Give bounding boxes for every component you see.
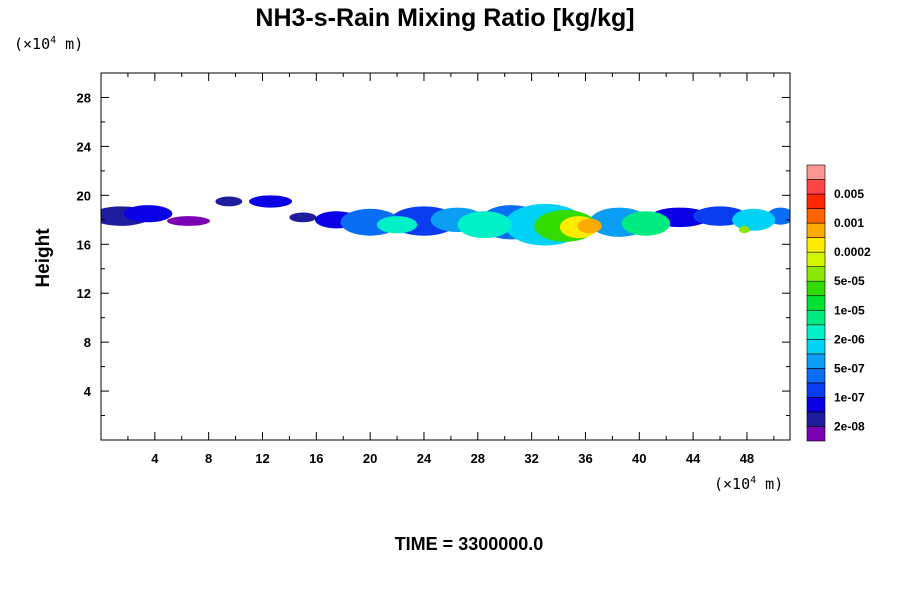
chart-title: NH3-s-Rain Mixing Ratio [kg/kg] bbox=[255, 4, 634, 32]
colorbar-swatch bbox=[806, 222, 826, 238]
x-tick-label: 48 bbox=[740, 451, 754, 466]
y-tick-label: 4 bbox=[84, 384, 92, 399]
y-axis-label: Height bbox=[33, 228, 54, 288]
x-tick-label: 44 bbox=[686, 451, 701, 466]
colorbar-label: 2e-08 bbox=[834, 419, 865, 433]
field-contour bbox=[621, 211, 671, 236]
y-tick-label: 24 bbox=[77, 139, 92, 154]
y-tick-label: 12 bbox=[77, 286, 91, 301]
x-tick-label: 32 bbox=[524, 451, 538, 466]
colorbar-swatch bbox=[806, 411, 826, 427]
plot-area bbox=[100, 72, 791, 441]
colorbar-swatch bbox=[806, 179, 826, 195]
x-tick-label: 24 bbox=[417, 451, 432, 466]
x-tick-label: 20 bbox=[363, 451, 377, 466]
x-axis-unit: (×104 m) bbox=[714, 475, 783, 493]
y-axis: 4 8 12 16 20 24 28 bbox=[77, 90, 790, 417]
colorbar-label: 0.0002 bbox=[834, 245, 871, 259]
colorbar-label: 0.005 bbox=[834, 187, 864, 201]
colorbar-label: 0.001 bbox=[834, 216, 864, 230]
colorbar-swatch bbox=[806, 280, 826, 297]
colorbar-swatch bbox=[806, 164, 826, 180]
field-contour bbox=[732, 208, 776, 231]
field-contour bbox=[123, 205, 173, 223]
colorbar-label: 1e-05 bbox=[834, 303, 865, 317]
colorbar-swatch bbox=[806, 382, 826, 398]
y-tick-label: 20 bbox=[77, 188, 91, 203]
colorbar: 2e-08 1e-07 5e-07 2e-06 1e-05 5e-05 0.0002 0.00… bbox=[806, 164, 871, 442]
colorbar-label: 2e-06 bbox=[834, 332, 865, 346]
field-contour bbox=[249, 195, 293, 208]
y-tick-label: 28 bbox=[77, 90, 91, 105]
colorbar-label: 5e-05 bbox=[834, 274, 865, 288]
x-tick-label: 16 bbox=[309, 451, 323, 466]
x-tick-label: 36 bbox=[578, 451, 592, 466]
colorbar-swatch bbox=[806, 339, 826, 355]
colorbar-swatch bbox=[806, 266, 826, 282]
y-tick-label: 16 bbox=[77, 237, 91, 252]
x-axis: 4 8 12 16 20 24 28 32 36 40 44 48 bbox=[127, 73, 775, 466]
x-tick-label: 12 bbox=[255, 451, 269, 466]
field-contour bbox=[738, 225, 750, 234]
x-tick-label: 4 bbox=[151, 451, 159, 466]
x-tick-label: 8 bbox=[205, 451, 212, 466]
field-contour bbox=[376, 216, 418, 234]
colorbar-swatch bbox=[806, 251, 826, 267]
x-tick-label: 28 bbox=[471, 451, 485, 466]
field-contour bbox=[215, 196, 243, 207]
colorbar-swatch bbox=[806, 295, 826, 311]
colorbar-label: 1e-07 bbox=[834, 390, 865, 404]
colorbar-swatch bbox=[806, 324, 826, 340]
colorbar-swatch bbox=[806, 208, 826, 224]
mixing-ratio-field bbox=[101, 195, 790, 246]
colorbar-label: 5e-07 bbox=[834, 361, 865, 375]
field-contour bbox=[457, 211, 512, 239]
colorbar-swatch bbox=[806, 193, 826, 209]
y-tick-label: 8 bbox=[84, 335, 91, 350]
colorbar-swatch bbox=[806, 397, 826, 413]
field-contour bbox=[166, 216, 211, 226]
colorbar-swatch bbox=[806, 353, 826, 369]
colorbar-swatch bbox=[806, 426, 826, 442]
colorbar-swatch bbox=[806, 368, 826, 384]
colorbar-swatch bbox=[806, 237, 826, 253]
time-footer: TIME = 3300000.0 bbox=[395, 534, 544, 554]
colorbar-swatch bbox=[806, 309, 826, 326]
field-contour bbox=[289, 212, 317, 223]
x-tick-label: 40 bbox=[632, 451, 646, 466]
y-axis-unit: (×104 m) bbox=[14, 35, 83, 53]
field-contour bbox=[577, 218, 602, 234]
